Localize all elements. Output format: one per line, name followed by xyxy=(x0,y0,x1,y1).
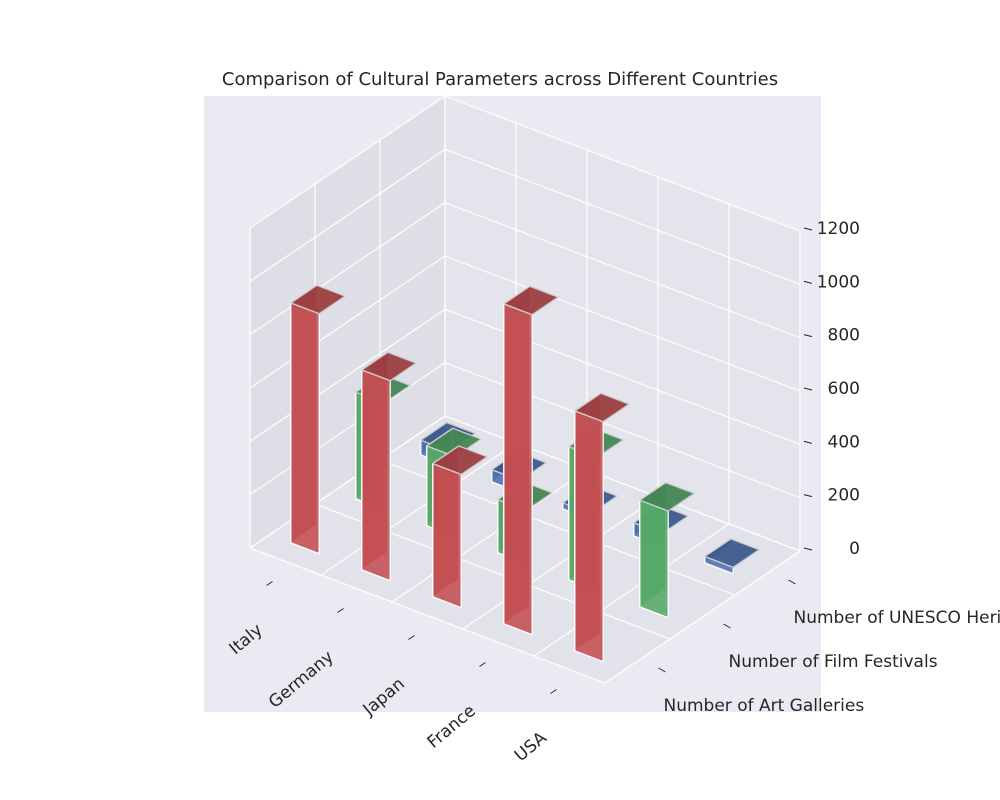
x-gridline xyxy=(604,550,801,684)
z-tick-label: 200 xyxy=(828,486,860,506)
z-gridline xyxy=(249,148,446,282)
y-tick-mark xyxy=(788,579,796,585)
z-gridline xyxy=(249,202,446,336)
z-tick-label: 1200 xyxy=(817,219,860,239)
y-tick-mark xyxy=(723,623,731,629)
bar-france-s0 xyxy=(503,285,559,636)
x-gridline xyxy=(391,469,588,603)
bar-front-face xyxy=(574,410,604,663)
bar-front-face xyxy=(639,499,669,619)
bar-germany-s0 xyxy=(361,351,417,582)
y-tick-label: Number of UNESCO Heritage Sites xyxy=(794,608,1000,628)
y-gridline xyxy=(249,547,606,684)
bar-top-face xyxy=(426,427,482,458)
bar-italy-s0 xyxy=(290,284,346,555)
y-tick-label: Number of Art Galleries xyxy=(664,696,865,716)
x-tick-mark xyxy=(266,581,273,586)
z-tick-mark xyxy=(803,547,813,551)
z-gridline xyxy=(249,95,446,229)
z-tick-mark xyxy=(803,334,813,338)
bar-top-face xyxy=(704,538,760,568)
z-tick-label: 1000 xyxy=(817,272,860,292)
y-tick-label: Number of Film Festivals xyxy=(729,652,938,672)
x-gridline xyxy=(533,523,730,657)
bar-usa-s1 xyxy=(639,481,695,619)
z-tick-label: 600 xyxy=(828,379,860,399)
z-gridline xyxy=(444,255,801,392)
bar-usa-s2 xyxy=(704,538,760,575)
z-tick-mark xyxy=(803,440,813,444)
bar-top-face xyxy=(503,285,559,316)
x-tick-mark xyxy=(337,608,344,613)
bar-front-face xyxy=(432,462,462,609)
z-gridline xyxy=(444,148,801,285)
x-gridline xyxy=(462,496,659,630)
x-gridline xyxy=(249,415,446,549)
bar-japan-s0 xyxy=(432,445,488,609)
bar-front-face xyxy=(361,369,391,582)
z-gridline xyxy=(249,255,446,389)
bar-top-face xyxy=(574,392,630,423)
bar-usa-s0 xyxy=(574,392,630,663)
bar-top-face xyxy=(639,481,695,512)
z-tick-label: 400 xyxy=(828,432,860,452)
x-tick-mark xyxy=(479,662,486,667)
z-tick-label: 0 xyxy=(849,539,860,559)
z-tick-mark xyxy=(803,227,813,231)
x-tick-label: USA xyxy=(511,728,551,766)
z-tick-mark xyxy=(803,280,813,284)
z-gridline xyxy=(444,95,801,232)
bar-front-face xyxy=(290,302,320,555)
bar-top-face xyxy=(361,351,417,382)
bar-front-face xyxy=(503,303,533,636)
z-tick-mark xyxy=(803,494,813,498)
z-gridline xyxy=(249,308,446,442)
z-tick-label: 800 xyxy=(828,326,860,346)
bar-top-face xyxy=(290,284,346,315)
bar-top-face xyxy=(432,445,488,476)
y-tick-mark xyxy=(658,667,666,673)
z-gridline xyxy=(249,362,446,496)
x-tick-mark xyxy=(408,635,415,640)
chart-title: Comparison of Cultural Parameters across… xyxy=(221,69,779,90)
z-gridline xyxy=(444,202,801,339)
x-gridline xyxy=(320,442,517,576)
z-tick-mark xyxy=(803,387,813,391)
x-tick-mark xyxy=(550,689,557,694)
